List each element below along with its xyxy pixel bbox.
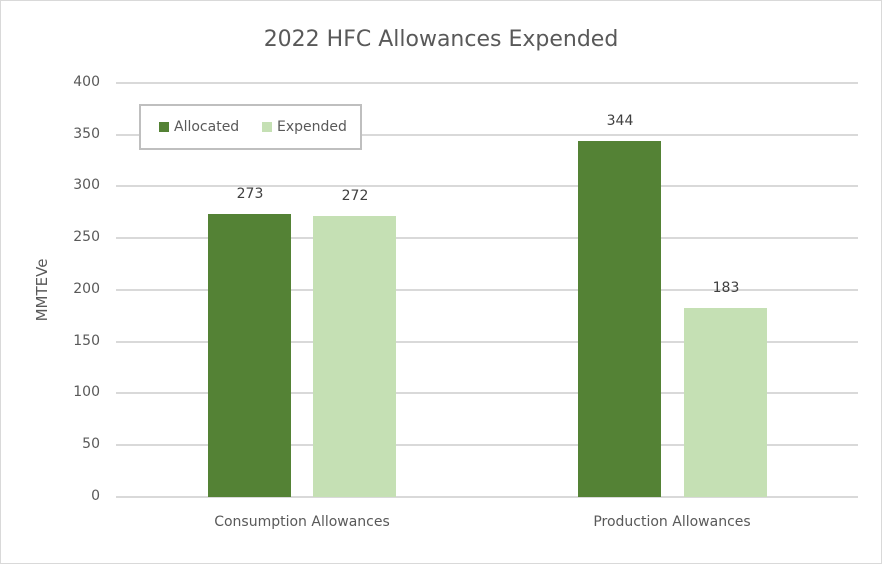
y-tick-100: 100	[73, 384, 100, 400]
legend-swatch-expended	[262, 122, 272, 132]
y-tick-0: 0	[91, 488, 100, 504]
gridline-0	[116, 496, 858, 498]
bar-consumption-allocated[interactable]	[208, 214, 291, 497]
y-tick-200: 200	[73, 281, 100, 297]
gridline-200	[116, 289, 858, 291]
y-tick-350: 350	[73, 126, 100, 142]
data-label-production-expended: 183	[712, 280, 740, 296]
x-label-production: Production Allowances	[593, 514, 751, 530]
legend: Allocated Expended	[139, 104, 362, 150]
y-tick-400: 400	[73, 74, 100, 90]
data-label-consumption-expended: 272	[341, 188, 369, 204]
gridline-300	[116, 185, 858, 187]
gridline-400	[116, 82, 858, 84]
legend-label-allocated: Allocated	[174, 119, 240, 135]
gridline-250	[116, 237, 858, 239]
data-label-production-allocated: 344	[606, 113, 634, 129]
legend-item-expended[interactable]: Expended	[262, 119, 347, 135]
legend-swatch-allocated	[159, 122, 169, 132]
y-tick-300: 300	[73, 177, 100, 193]
data-label-consumption-allocated: 273	[236, 186, 264, 202]
legend-label-expended: Expended	[277, 119, 347, 135]
chart-title: 2022 HFC Allowances Expended	[263, 27, 619, 52]
gridline-50	[116, 444, 858, 446]
y-tick-50: 50	[82, 436, 100, 452]
bar-production-allocated[interactable]	[578, 141, 661, 497]
x-label-consumption: Consumption Allowances	[214, 514, 390, 530]
gridline-350	[116, 134, 858, 136]
y-tick-250: 250	[73, 229, 100, 245]
legend-item-allocated[interactable]: Allocated	[159, 119, 239, 135]
bar-production-expended[interactable]	[684, 308, 767, 497]
gridline-150	[116, 341, 858, 343]
y-tick-150: 150	[73, 333, 100, 349]
gridline-100	[116, 392, 858, 394]
bar-consumption-expended[interactable]	[313, 216, 396, 497]
